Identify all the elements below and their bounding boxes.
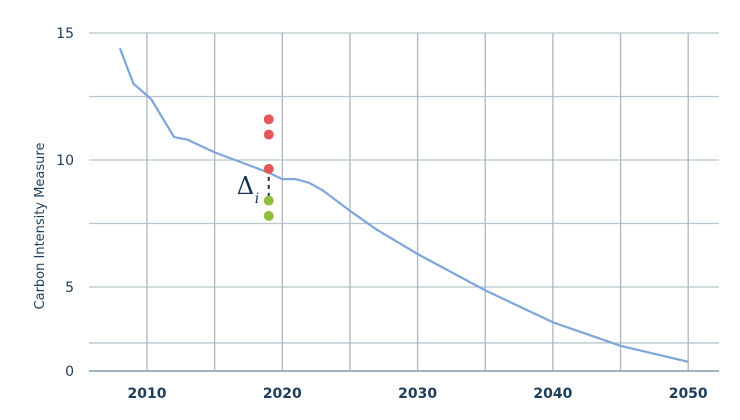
- x-tick-label: 2040: [533, 386, 572, 402]
- x-tick-label: 2010: [128, 386, 167, 402]
- x-tick-label: 2020: [263, 386, 302, 402]
- delta-symbol: Δ: [237, 172, 254, 200]
- x-tick-label: 2030: [398, 386, 437, 402]
- point-below: [263, 195, 274, 206]
- delta-subscript: i: [255, 191, 259, 207]
- x-axis-ticks: 2010 2020 2030 2040 2050: [128, 386, 708, 402]
- points: [263, 114, 274, 221]
- point-above: [263, 114, 274, 125]
- y-axis-label: Carbon Intensity Measure: [33, 143, 48, 310]
- point-above: [263, 129, 274, 140]
- point-below: [263, 210, 274, 221]
- y-tick-label: 0: [65, 364, 74, 380]
- grid: [89, 32, 719, 372]
- x-tick-label: 2050: [669, 386, 708, 402]
- series-line-trajectory: [118, 47, 689, 363]
- y-tick-label: 15: [56, 26, 74, 42]
- y-tick-label: 5: [65, 280, 74, 296]
- y-axis-ticks: 0 5 10 15: [56, 26, 74, 380]
- y-tick-label: 10: [56, 153, 74, 169]
- point-above: [263, 163, 274, 174]
- series: [118, 47, 689, 363]
